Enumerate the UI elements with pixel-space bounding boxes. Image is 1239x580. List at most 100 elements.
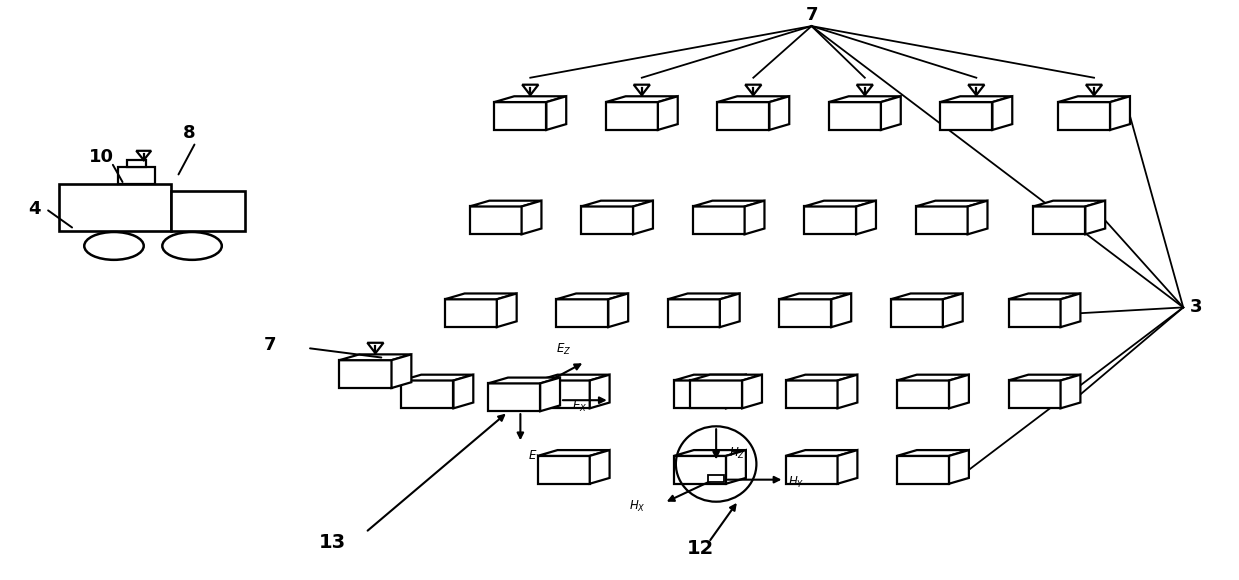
Polygon shape [494,96,566,102]
Polygon shape [658,96,678,130]
Polygon shape [838,375,857,408]
Circle shape [84,232,144,260]
Polygon shape [1058,102,1110,130]
Polygon shape [1058,96,1130,102]
Polygon shape [916,201,987,206]
Polygon shape [838,450,857,484]
Polygon shape [522,201,541,234]
Polygon shape [590,450,610,484]
Polygon shape [497,293,517,327]
Polygon shape [779,299,831,327]
Polygon shape [538,456,590,484]
Polygon shape [897,380,949,408]
Polygon shape [949,375,969,408]
Polygon shape [829,102,881,130]
Text: $E_Y$: $E_Y$ [528,449,543,464]
Polygon shape [608,293,628,327]
Polygon shape [707,474,724,483]
Polygon shape [538,380,590,408]
Text: $H_Z$: $H_Z$ [729,445,745,461]
Polygon shape [693,201,764,206]
Text: 12: 12 [686,539,714,557]
Polygon shape [829,96,901,102]
Polygon shape [401,375,473,380]
Polygon shape [769,96,789,130]
Polygon shape [401,380,453,408]
Polygon shape [804,201,876,206]
Polygon shape [726,450,746,484]
Polygon shape [590,375,610,408]
Polygon shape [745,201,764,234]
Polygon shape [668,299,720,327]
Text: 4: 4 [28,200,41,218]
Polygon shape [445,299,497,327]
Polygon shape [881,96,901,130]
Polygon shape [445,293,517,299]
Polygon shape [786,375,857,380]
Polygon shape [786,380,838,408]
Polygon shape [1009,299,1061,327]
Circle shape [162,232,222,260]
Polygon shape [171,191,245,231]
Polygon shape [693,206,745,234]
Polygon shape [940,96,1012,102]
Polygon shape [856,201,876,234]
Polygon shape [540,378,560,411]
Polygon shape [494,102,546,130]
Polygon shape [606,96,678,102]
Polygon shape [949,450,969,484]
Polygon shape [633,201,653,234]
Polygon shape [804,206,856,234]
Polygon shape [717,96,789,102]
Polygon shape [339,354,411,360]
Polygon shape [453,375,473,408]
Polygon shape [470,206,522,234]
Polygon shape [59,184,171,231]
Polygon shape [674,380,726,408]
Polygon shape [779,293,851,299]
Polygon shape [118,167,155,184]
Polygon shape [581,206,633,234]
Polygon shape [690,375,762,380]
Polygon shape [831,293,851,327]
Polygon shape [488,378,560,383]
Polygon shape [720,293,740,327]
Polygon shape [392,354,411,388]
Polygon shape [897,450,969,456]
Polygon shape [556,293,628,299]
Polygon shape [897,375,969,380]
Polygon shape [546,96,566,130]
Polygon shape [1085,201,1105,234]
Text: $H_X$: $H_X$ [629,499,646,514]
Polygon shape [674,375,746,380]
Polygon shape [1009,293,1080,299]
Text: 10: 10 [89,147,114,166]
Polygon shape [968,201,987,234]
Polygon shape [940,102,992,130]
Polygon shape [538,375,610,380]
Polygon shape [1033,206,1085,234]
Polygon shape [128,160,145,167]
Polygon shape [726,375,746,408]
Text: 8: 8 [183,124,196,143]
Polygon shape [786,450,857,456]
Polygon shape [674,456,726,484]
Polygon shape [786,456,838,484]
Polygon shape [1061,375,1080,408]
Polygon shape [668,293,740,299]
Polygon shape [488,383,540,411]
Polygon shape [742,375,762,408]
Polygon shape [339,360,392,388]
Polygon shape [538,450,610,456]
Polygon shape [1061,293,1080,327]
Text: $E_Z$: $E_Z$ [556,342,571,357]
Text: $E_X$: $E_X$ [572,398,587,414]
Polygon shape [1110,96,1130,130]
Polygon shape [1009,380,1061,408]
Polygon shape [891,299,943,327]
Text: 13: 13 [318,533,346,552]
Polygon shape [992,96,1012,130]
Polygon shape [916,206,968,234]
Polygon shape [717,102,769,130]
Polygon shape [943,293,963,327]
